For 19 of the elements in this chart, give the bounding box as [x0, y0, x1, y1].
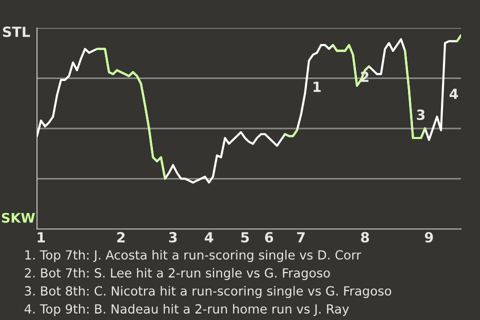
text: SKW	[2, 212, 35, 223]
x-tick-label: 3	[169, 232, 177, 243]
annotation: 1	[314, 82, 321, 92]
x-tick-label: 7	[297, 232, 305, 242]
x-tick-label: 8	[361, 232, 369, 243]
annotation: 4	[450, 88, 458, 99]
x-tick-label: 4	[204, 232, 214, 242]
text: 3. Bot 8th: C. Nicotra hit a run-scoring single vs G. Fragoso	[24, 286, 392, 298]
text: 4. Top 9th: B. Nadeau hit a 2-run home run vs J. Ray	[24, 304, 349, 316]
x-tick-label: 6	[265, 232, 274, 243]
annotation: 2	[361, 72, 368, 82]
x-tick-label: 5	[241, 232, 249, 243]
text: 1. Top 7th: J. Acosta hit a run-scoring single vs D. Corr	[25, 250, 362, 262]
x-tick-label: 9	[424, 232, 433, 243]
annotation: 3	[416, 110, 425, 120]
x-tick-label: 2	[117, 232, 125, 242]
text: STL	[2, 26, 30, 38]
text: 2. Bot 7th: S. Lee hit a 2-run single vs G. Fragoso	[24, 268, 330, 280]
x-tick-label: 1	[38, 232, 45, 242]
